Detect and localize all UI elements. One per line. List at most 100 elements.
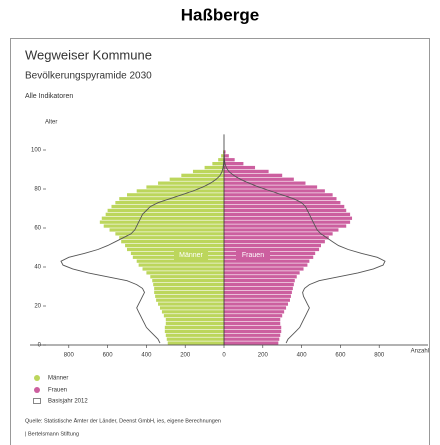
- bar: [127, 247, 224, 252]
- x-tick-label: 200: [258, 353, 269, 359]
- bar: [155, 294, 224, 298]
- bar: [136, 189, 224, 193]
- legend-label: Männer: [48, 376, 68, 382]
- bar: [150, 275, 224, 279]
- bar: [224, 271, 300, 275]
- bar: [224, 189, 325, 193]
- bar: [158, 302, 224, 306]
- baseline-line: [223, 151, 386, 344]
- bar: [165, 318, 224, 322]
- bar: [138, 263, 224, 267]
- bar: [224, 302, 289, 306]
- baseline-line: [60, 152, 225, 344]
- bar: [224, 181, 306, 185]
- bar: [192, 169, 224, 174]
- bar: [224, 224, 347, 228]
- bar: [224, 279, 295, 283]
- bar: [164, 325, 224, 330]
- x-tick-label: 400: [141, 353, 152, 359]
- bar: [101, 216, 224, 220]
- frame: [10, 38, 430, 445]
- bar: [224, 204, 345, 209]
- bar-label: Frauen: [242, 252, 264, 259]
- bar: [224, 212, 351, 216]
- bar: [224, 236, 329, 240]
- bar: [125, 243, 224, 248]
- y-tick-label: 0: [38, 343, 42, 349]
- bar: [224, 282, 294, 287]
- bar: [224, 263, 308, 267]
- bar: [115, 232, 224, 236]
- bar: [224, 325, 282, 330]
- legend-swatch: [34, 387, 40, 393]
- bar: [224, 232, 333, 236]
- bar: [166, 337, 224, 341]
- source: Quelle: Statistische Ämter der Länder, D…: [25, 417, 221, 424]
- bar: [224, 154, 229, 158]
- bar: [223, 150, 224, 154]
- bar: [103, 224, 224, 228]
- bar: [221, 154, 224, 158]
- bar: [105, 212, 224, 216]
- bar: [224, 341, 279, 345]
- bar: [109, 228, 224, 232]
- x-tick-label: 400: [297, 353, 308, 359]
- bar: [224, 243, 321, 248]
- bar: [224, 321, 281, 326]
- bar: [224, 193, 333, 197]
- bar: [224, 337, 280, 341]
- bar: [224, 220, 351, 224]
- bar-label-box: [236, 250, 270, 261]
- bar: [224, 298, 290, 302]
- bar: [153, 282, 224, 287]
- x-tick-label: 800: [374, 353, 385, 359]
- bar: [119, 236, 224, 240]
- bar: [156, 298, 224, 302]
- bar: [167, 341, 224, 345]
- bar: [165, 321, 224, 326]
- bar: [224, 294, 291, 298]
- bar: [224, 259, 310, 263]
- bar: [224, 162, 244, 166]
- chart-subtitle: Bevölkerungspyramide 2030: [25, 71, 152, 82]
- bar: [121, 240, 224, 244]
- chart-note: Alle Indikatoren: [25, 93, 73, 100]
- bar: [224, 314, 283, 318]
- bar: [111, 204, 224, 209]
- y-tick-label: 20: [34, 304, 41, 310]
- bar: [224, 150, 226, 154]
- bar: [224, 173, 283, 177]
- bar: [146, 271, 224, 275]
- bar: [181, 173, 224, 177]
- x-tick-label: 800: [64, 353, 75, 359]
- bar: [115, 201, 224, 205]
- bar: [224, 247, 320, 252]
- bar: [165, 333, 224, 337]
- bar: [224, 158, 235, 162]
- y-tick-label: 60: [34, 226, 41, 232]
- bar: [224, 169, 269, 174]
- bar: [224, 290, 292, 294]
- bar-label: Männer: [179, 252, 203, 259]
- bar: [169, 177, 224, 181]
- bar: [224, 329, 282, 333]
- bar: [136, 259, 224, 263]
- bar: [158, 181, 224, 185]
- legend-label: Frauen: [48, 388, 67, 394]
- y-axis-label: Alter: [45, 120, 57, 126]
- source: | Bertelsmann Stiftung: [25, 431, 79, 437]
- x-tick-label: 600: [335, 353, 346, 359]
- bar: [224, 165, 256, 170]
- bar: [224, 310, 285, 314]
- bar: [99, 220, 224, 224]
- bar: [163, 314, 224, 318]
- bar: [204, 165, 224, 170]
- bar: [224, 201, 341, 205]
- bar: [154, 286, 224, 291]
- bar: [218, 158, 224, 162]
- bar: [142, 267, 224, 271]
- x-axis-label: Anzahl: [411, 349, 429, 355]
- y-tick-label: 40: [34, 265, 41, 271]
- bar: [146, 185, 224, 189]
- bar: [224, 306, 287, 310]
